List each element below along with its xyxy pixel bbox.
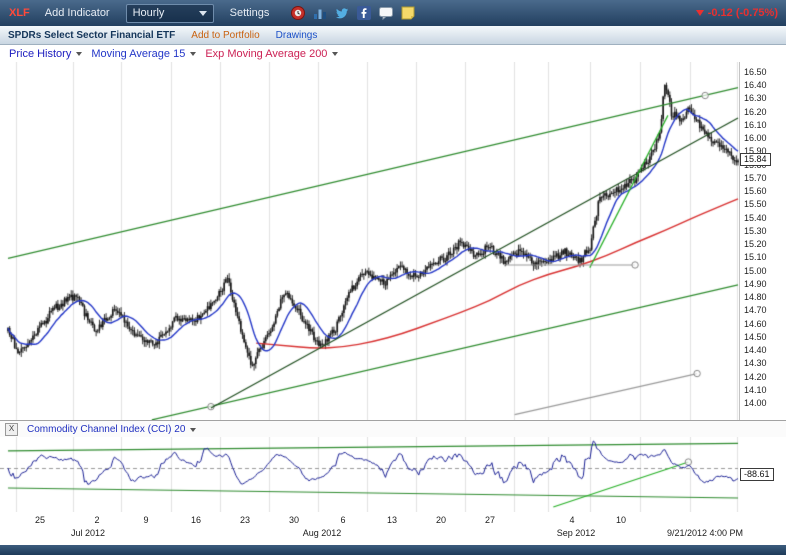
facebook-icon[interactable] [356,5,372,21]
price-tick-label: 15.10 [744,252,767,263]
chat-icon[interactable] [378,5,394,21]
legend-moving-average-15[interactable]: Moving Average 15 [91,47,197,60]
toolbar-icons [290,5,416,21]
bottom-bar [0,545,786,555]
price-tick-label: 16.50 [744,67,767,77]
price-tick-label: 16.10 [744,119,767,130]
panel-divider [0,420,786,421]
alarm-icon[interactable] [290,5,306,21]
price-tick-label: 14.40 [744,345,767,356]
chevron-down-icon [332,52,339,59]
price-tick-label: 14.70 [744,305,767,316]
date-tick-label: 27 [484,515,496,525]
legend-price-history-label: Price History [9,47,72,60]
price-tick-label: 16.20 [744,106,767,117]
legend-exp-moving-average-200[interactable]: Exp Moving Average 200 [205,47,339,60]
bar-chart-icon[interactable] [312,5,328,21]
cci-value-label: -88.61 [740,468,774,482]
chevron-down-icon [198,10,207,20]
price-change: -0.12 (-0.75%) [695,7,778,19]
date-tick-label: 23 [239,515,251,525]
drawings-link[interactable]: Drawings [275,29,318,41]
price-tick-label: 14.00 [744,398,767,408]
legend-ema200-label: Exp Moving Average 200 [205,47,328,60]
price-tick-label: 14.30 [744,358,767,369]
date-tick-label: 30 [288,515,300,525]
date-tick-label: 9 [143,515,149,525]
price-tick-label: 16.30 [744,93,767,104]
price-tick-label: 16.40 [744,80,767,91]
price-chart-canvas[interactable] [0,62,786,420]
instrument-name: SPDRs Select Sector Financial ETF [8,29,176,41]
date-tick-label: 13 [386,515,398,525]
cci-chart-canvas[interactable] [0,437,786,512]
down-arrow-icon [695,10,704,16]
chevron-down-icon [190,52,197,59]
menu-settings[interactable]: Settings [229,7,270,19]
price-tick-label: 15.20 [744,239,767,250]
last-update-timestamp: 9/21/2012 4:00 PM [667,528,744,538]
date-tick-label: 20 [435,515,447,525]
price-tick-label: 15.00 [744,265,767,276]
month-label: Sep 2012 [556,528,596,538]
cci-indicator-label[interactable]: Commodity Channel Index (CCI) 20 [27,423,186,435]
menu-add-indicator[interactable]: Add Indicator [44,7,110,19]
note-icon[interactable] [400,5,416,21]
price-tick-label: 15.70 [744,172,767,183]
last-price-value: 15.84 [744,154,767,165]
chart-legend: Price History Moving Average 15 Exp Movi… [0,45,786,62]
price-tick-label: 14.20 [744,371,767,382]
price-tick-label: 15.90 [744,146,767,157]
price-tick-label: 15.30 [744,225,767,236]
top-toolbar: XLF Add Indicator Hourly Settings -0.12 … [0,0,786,26]
chevron-down-icon [190,427,197,435]
chevron-down-icon [76,52,83,59]
price-tick-label: 14.90 [744,278,767,289]
twitter-icon[interactable] [334,5,350,21]
date-tick-label: 4 [569,515,575,525]
date-tick-label: 2 [94,515,100,525]
price-tick-label: 14.10 [744,384,767,395]
price-tick-label: 16.00 [744,133,767,144]
price-tick-label: 14.80 [744,292,767,303]
price-tick-label: 14.60 [744,318,767,329]
cci-panel-header: X Commodity Channel Index (CCI) 20 [0,421,786,438]
symbol-label[interactable]: XLF [9,7,30,19]
legend-price-history[interactable]: Price History [9,47,83,60]
time-axis[interactable]: 25 2 9 16 23 30 6 13 20 27 4 10 Jul 2012 Aug 2012 Sep … [0,512,786,545]
interval-dropdown[interactable]: Hourly [125,3,214,23]
price-tick-label: 14.50 [744,331,767,342]
cci-value: -88.61 [744,469,770,480]
instrument-bar: SPDRs Select Sector Financial ETF Add to… [0,26,786,45]
cci-close-button[interactable]: X [5,422,18,436]
date-tick-label: 16 [190,515,202,525]
axis-separator [739,62,740,512]
price-tick-label: 15.60 [744,186,767,197]
interval-value: Hourly [132,7,165,19]
date-tick-label: 10 [615,515,627,525]
date-tick-label: 6 [340,515,346,525]
price-change-label: -0.12 (-0.75%) [707,7,778,19]
month-label: Aug 2012 [302,528,342,538]
legend-ma15-label: Moving Average 15 [91,47,186,60]
add-to-portfolio-link[interactable]: Add to Portfolio [191,29,260,41]
price-tick-label: 15.50 [744,199,767,210]
date-tick-label: 25 [34,515,46,525]
last-price-label: 15.84 [740,153,771,167]
month-label: Jul 2012 [70,528,106,538]
price-tick-label: 15.40 [744,212,767,223]
